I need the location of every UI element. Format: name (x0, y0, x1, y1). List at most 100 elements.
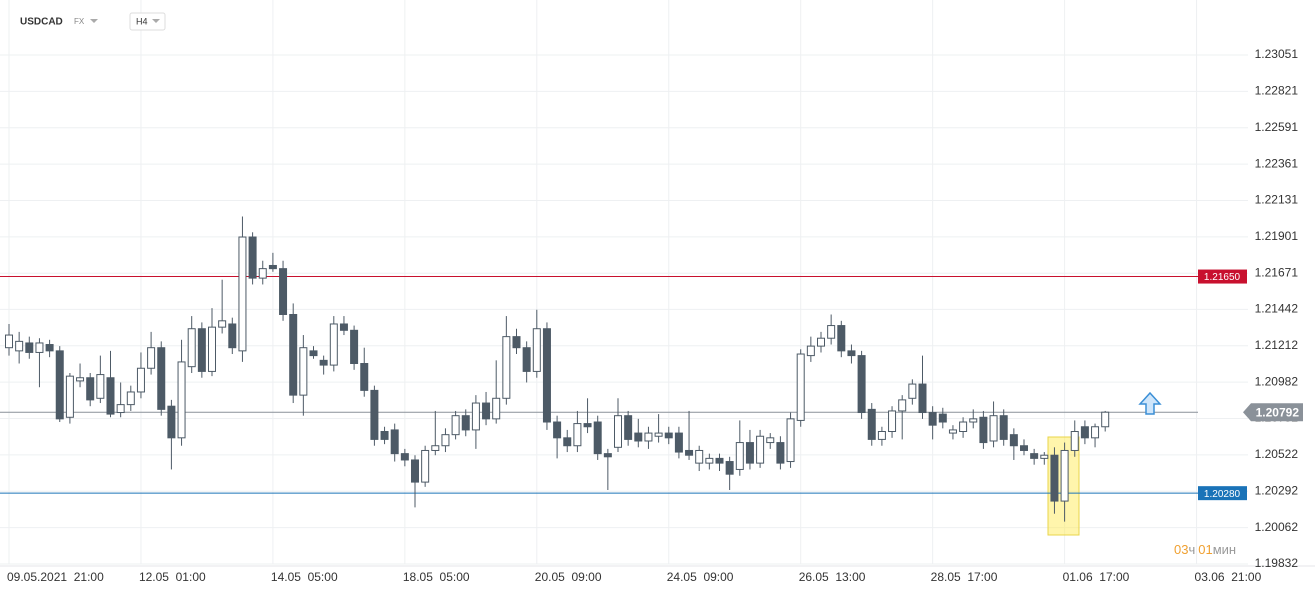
candle-body (55, 350, 64, 420)
x-tick-label: 01.06 17:00 (1063, 570, 1130, 584)
candle-body (542, 328, 551, 423)
candle-body (309, 350, 318, 357)
candle-body (573, 423, 582, 447)
candle-body (928, 412, 937, 426)
candle-body (553, 421, 562, 439)
y-tick-label: 1.22131 (1255, 193, 1299, 207)
candle-body (329, 323, 338, 366)
dropdown-icon[interactable] (152, 19, 160, 23)
y-tick-label: 1.23051 (1255, 47, 1299, 61)
axis-labels: 1.198321.200621.202921.205221.207521.209… (7, 47, 1303, 584)
candle-body (167, 405, 176, 439)
y-tick-label: 1.21671 (1255, 265, 1299, 279)
y-tick-label: 1.22361 (1255, 156, 1299, 170)
candle-body (451, 415, 460, 436)
candle-body (228, 323, 237, 349)
candle-body (674, 432, 683, 453)
y-tick-label: 1.20062 (1255, 520, 1299, 534)
candle-body (25, 342, 34, 353)
price-label-box (1198, 269, 1247, 284)
candle-body (624, 415, 633, 440)
candle-body (593, 421, 602, 455)
candle-body (725, 461, 734, 475)
candle-body (806, 345, 815, 357)
candle-body (208, 326, 216, 372)
timer-hours: 03 (1174, 542, 1188, 557)
candle-body (339, 323, 348, 331)
candle-body (1101, 411, 1110, 428)
candle-body (76, 377, 85, 382)
candle-body (15, 340, 24, 352)
candle-body (411, 459, 419, 483)
candle-body (654, 432, 663, 437)
candle-body (745, 442, 754, 464)
candle-body (827, 325, 836, 339)
candle-body (370, 389, 379, 440)
candle-body (177, 361, 186, 439)
timer-minutes: 01 (1198, 542, 1212, 557)
candle-body (157, 347, 166, 410)
symbol[interactable]: USDCAD (20, 17, 63, 28)
y-tick-label: 1.22591 (1255, 120, 1299, 134)
candle-body (512, 336, 521, 349)
candle-body (837, 325, 846, 352)
x-tick-label: 26.05 13:00 (799, 570, 866, 584)
candle-body (532, 328, 541, 372)
y-tick-label: 1.21212 (1255, 338, 1299, 352)
y-tick-label: 1.21901 (1255, 229, 1299, 243)
timer-hours-unit: ч (1188, 542, 1195, 557)
x-tick-label: 24.05 09:00 (667, 570, 734, 584)
candle-body (695, 449, 704, 464)
price-label-box (1198, 486, 1247, 501)
candle-body (431, 445, 440, 451)
candle-body (522, 347, 531, 372)
price-label-box (1243, 403, 1303, 422)
dropdown-icon[interactable] (90, 19, 98, 23)
x-tick-label: 18.05 05:00 (403, 570, 470, 584)
candle-body (817, 337, 825, 347)
candle-body (289, 313, 298, 396)
candle-body (756, 435, 765, 464)
x-tick-label: 14.05 05:00 (271, 570, 338, 584)
candle-body (360, 363, 369, 391)
candle-body (380, 430, 389, 440)
price-lines (0, 276, 1198, 494)
candle-body (126, 391, 135, 406)
candle-body (715, 457, 724, 464)
candle-body (634, 432, 643, 442)
candle-body (65, 375, 74, 418)
candle-body (461, 415, 470, 431)
candle-body (583, 423, 592, 428)
candle-body (187, 328, 196, 368)
candle-body (1030, 453, 1039, 459)
timeframe-box[interactable] (129, 12, 166, 31)
buy-arrow[interactable] (1138, 391, 1162, 415)
candle-body (421, 449, 430, 483)
candles (5, 216, 1110, 522)
candle-body (106, 377, 115, 415)
timer: 03ч 01мин (1174, 542, 1236, 557)
candle-body (471, 402, 480, 431)
timeframe[interactable]: H4 (136, 16, 148, 26)
timer-minutes-unit: мин (1213, 542, 1236, 557)
candle-body (705, 457, 714, 464)
y-tick-label: 1.20982 (1255, 374, 1299, 388)
candle-body (908, 383, 917, 399)
candle-body (796, 353, 805, 421)
candle-body (563, 437, 572, 447)
candle-body (441, 434, 450, 447)
y-tick-label: 1.21442 (1255, 302, 1299, 316)
candle-body (1020, 445, 1028, 451)
price-label: 1.20280 (1204, 489, 1241, 500)
candle-body (786, 418, 795, 463)
x-tick-label: 09.05.2021 21:00 (7, 570, 104, 584)
y-tick-label: 1.20522 (1255, 447, 1299, 461)
candle-body (1070, 430, 1079, 451)
candle-body (877, 430, 886, 440)
candle-body (614, 415, 622, 448)
candle-body (847, 350, 856, 357)
candle-body (1091, 426, 1100, 439)
